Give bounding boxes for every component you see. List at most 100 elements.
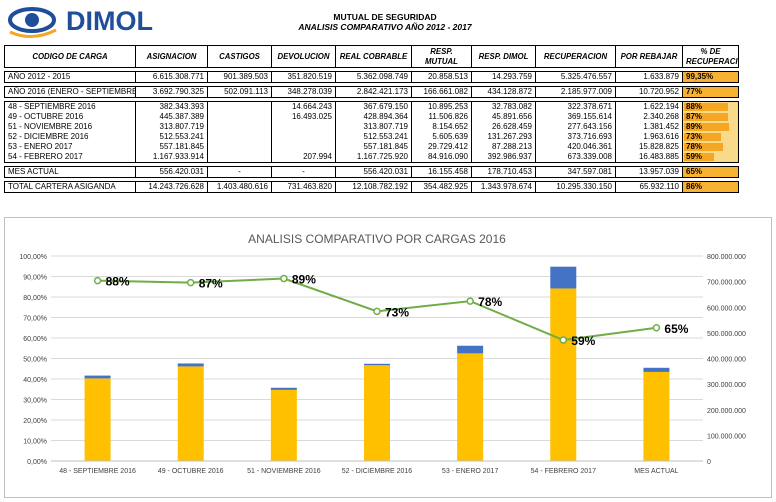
recovery-percent-cell: 78% xyxy=(682,142,739,152)
table-row: TOTAL CARTERA ASIGANDA 14.243.726.628 1.40… xyxy=(4,181,739,193)
recovery-percent-cell: 73% xyxy=(682,132,739,142)
bar-segment xyxy=(643,371,670,461)
column-header: ASIGNACION xyxy=(135,45,208,68)
table-cell: 313.807.719 xyxy=(335,122,412,132)
y-left-tick-label: 20,00% xyxy=(23,418,47,425)
line-data-label: 89% xyxy=(292,273,316,287)
line-data-label: 87% xyxy=(199,277,223,291)
table-cell xyxy=(207,112,272,122)
percent-databar xyxy=(684,153,714,161)
table-cell: 367.679.150 xyxy=(335,101,412,112)
percent-value: 88% xyxy=(686,102,703,112)
y-right-tick-label: 100.000.000 xyxy=(707,433,746,440)
chart-container: 0,00% 10,00% 20,00% 30,00% 40,00% 50,00% 60,00… xyxy=(4,217,772,498)
bar-segment xyxy=(270,387,297,390)
column-header: RECUPERACION xyxy=(535,45,616,68)
line-data-label: 59% xyxy=(571,334,595,348)
column-header: RESP. MUTUAL xyxy=(411,45,472,68)
table-cell: 1.633.879 xyxy=(615,71,683,83)
comparison-chart: 0,00% 10,00% 20,00% 30,00% 40,00% 50,00% 60,00… xyxy=(19,232,746,475)
table-row: 48 - SEPTIEMBRE 2016 382.343.393 14.664.24… xyxy=(4,101,739,112)
table-cell: 420.046.361 xyxy=(535,142,616,152)
line-data-label: 78% xyxy=(478,295,502,309)
line-point xyxy=(280,274,288,283)
table-cell xyxy=(271,132,336,142)
report-title: MUTUAL DE SEGURIDAD xyxy=(333,12,437,22)
table-cell: 556.420.031 xyxy=(335,166,412,178)
y-right-tick-label: 700.000.000 xyxy=(707,280,746,287)
report-header: MUTUAL DE SEGURIDAD ANALISIS COMPARATIVO… xyxy=(220,12,550,32)
line-point xyxy=(186,278,195,287)
table-cell: 354.482.925 xyxy=(411,181,472,193)
y-left-tick-label: 100,00% xyxy=(19,254,47,261)
recovery-percent-cell: 86% xyxy=(682,181,739,193)
column-header: REAL COBRABLE xyxy=(335,45,412,68)
table-cell: 2.340.268 xyxy=(615,112,683,122)
table-row: AÑO 2012 - 2015 6.615.308.771 901.389.503 3… xyxy=(4,71,739,83)
table-cell: 1.381.452 xyxy=(615,122,683,132)
table-cell: 673.339.008 xyxy=(535,152,616,163)
y-right-tick-label: 500.000.000 xyxy=(707,331,746,338)
table-cell: 1.167.933.914 xyxy=(135,152,208,163)
recovery-percent-cell: 89% xyxy=(682,122,739,132)
table-cell: 512.553.241 xyxy=(335,132,412,142)
percent-value: 87% xyxy=(686,112,703,122)
table-cell: 16.493.025 xyxy=(271,112,336,122)
table-cell: 557.181.845 xyxy=(335,142,412,152)
x-tick-label: MES ACTUAL xyxy=(634,468,678,475)
row-label: AÑO 2012 - 2015 xyxy=(4,71,136,83)
table-cell: 428.894.364 xyxy=(335,112,412,122)
table-cell: 16.155.458 xyxy=(411,166,472,178)
table-cell: 1.622.194 xyxy=(615,101,683,112)
y-left-tick-label: 70,00% xyxy=(23,316,47,323)
bar-segment xyxy=(177,363,204,367)
column-header: RESP. DIMOL xyxy=(471,45,536,68)
table-row: 54 - FEBRERO 2017 1.167.933.914 207.994 1.1… xyxy=(4,152,739,163)
recovery-percent-cell: 59% xyxy=(682,152,739,163)
table-cell: 322.378.671 xyxy=(535,101,616,112)
table-cell xyxy=(271,142,336,152)
x-tick-label: 48 - SEPTIEMBRE 2016 xyxy=(59,468,136,475)
y-right-tick-label: 800.000.000 xyxy=(707,254,746,261)
column-header: POR REBAJAR xyxy=(615,45,683,68)
table-cell: 6.615.308.771 xyxy=(135,71,208,83)
row-label: TOTAL CARTERA ASIGANDA xyxy=(4,181,136,193)
table-cell: 5.362.098.749 xyxy=(335,71,412,83)
table-header-row: CODIGO DE CARGA ASIGNACION CASTIGOS DEVOLUC… xyxy=(4,45,739,68)
table-cell: 5.605.639 xyxy=(411,132,472,142)
table-row: 49 - OCTUBRE 2016 445.387.389 16.493.025 42… xyxy=(4,112,739,122)
percent-value: 99,35% xyxy=(686,72,714,82)
table-cell: 313.807.719 xyxy=(135,122,208,132)
table-cell: 8.154.652 xyxy=(411,122,472,132)
table-cell: - xyxy=(207,166,272,178)
table-cell xyxy=(207,132,272,142)
percent-value: 73% xyxy=(686,132,703,142)
chart-title: ANALISIS COMPARATIVO POR CARGAS 2016 xyxy=(248,232,506,246)
recovery-percent-cell: 99,35% xyxy=(682,71,739,83)
table-cell xyxy=(207,122,272,132)
table-row: MES ACTUAL 556.420.031- -556.420.031 16.155… xyxy=(4,166,739,178)
percent-databar xyxy=(684,133,721,141)
percent-value: 77% xyxy=(686,87,703,97)
row-label: 49 - OCTUBRE 2016 xyxy=(4,112,136,122)
line-point xyxy=(373,307,381,316)
percent-databar xyxy=(684,103,728,111)
table-cell: 502.091.113 xyxy=(207,86,272,98)
table-cell: 557.181.845 xyxy=(135,142,208,152)
table-cell: 45.891.656 xyxy=(471,112,536,122)
percent-value: 78% xyxy=(686,142,703,152)
table-cell: 2.842.421.173 xyxy=(335,86,412,98)
table-cell: 65.932.110 xyxy=(615,181,683,193)
recovery-percent-cell: 87% xyxy=(682,112,739,122)
table-cell: 5.325.476.557 xyxy=(535,71,616,83)
x-tick-label: 52 - DICIEMBRE 2016 xyxy=(342,468,413,475)
table-cell xyxy=(207,142,272,152)
report-subtitle: ANALISIS COMPARATIVO AÑO 2012 - 2017 xyxy=(298,22,472,32)
table-cell: 901.389.503 xyxy=(207,71,272,83)
table-cell: 556.420.031 xyxy=(135,166,208,178)
y-left-tick-label: 80,00% xyxy=(23,295,47,302)
line-data-label: 88% xyxy=(106,275,130,289)
bar-segment xyxy=(84,378,111,461)
bar-segment xyxy=(550,266,577,289)
bar-segment xyxy=(270,389,297,461)
